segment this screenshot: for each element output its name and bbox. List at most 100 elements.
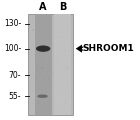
Bar [28, 72, 29, 73]
Polygon shape [76, 45, 82, 53]
Bar [69, 111, 70, 112]
Text: 100-: 100- [4, 44, 21, 53]
Bar [44, 78, 46, 79]
Bar [37, 68, 38, 70]
Bar [35, 112, 36, 113]
Bar [32, 49, 33, 50]
Bar [30, 75, 31, 76]
Bar [38, 56, 39, 57]
Bar [63, 61, 65, 63]
Bar [35, 72, 36, 73]
Bar [40, 63, 41, 65]
Bar [65, 90, 66, 91]
Bar [52, 85, 53, 87]
Bar [68, 67, 69, 69]
Bar [57, 99, 58, 101]
Bar [59, 71, 60, 72]
Bar [41, 89, 43, 90]
Bar [67, 46, 69, 47]
Bar [43, 42, 44, 43]
Bar [29, 87, 30, 88]
Bar [68, 101, 70, 102]
Bar [56, 61, 57, 63]
Bar [70, 28, 71, 30]
Text: 130-: 130- [4, 19, 21, 28]
Bar [41, 67, 43, 69]
Bar [38, 79, 39, 80]
Bar [48, 41, 49, 43]
Bar [41, 65, 42, 66]
Bar [32, 103, 33, 105]
Bar [69, 75, 70, 77]
Bar [32, 29, 34, 31]
Bar [28, 46, 29, 47]
Bar [63, 42, 65, 43]
Bar [35, 14, 52, 115]
Bar [62, 27, 64, 28]
Bar [69, 78, 71, 79]
Bar [64, 109, 65, 111]
Bar [65, 100, 66, 102]
Bar [47, 54, 48, 55]
Bar [55, 40, 56, 42]
Text: B: B [59, 2, 66, 12]
Bar [72, 102, 73, 104]
Bar [70, 67, 71, 68]
Bar [32, 42, 33, 44]
Bar [62, 82, 63, 84]
Bar [61, 108, 63, 109]
Bar [55, 85, 56, 86]
Bar [67, 26, 68, 27]
Bar [41, 62, 42, 64]
Bar [46, 43, 47, 45]
Bar [31, 78, 32, 79]
Bar [52, 82, 53, 83]
Ellipse shape [37, 94, 48, 98]
Bar [45, 107, 46, 109]
Bar [43, 93, 44, 95]
Bar [51, 34, 52, 35]
Bar [57, 21, 58, 22]
Bar [35, 40, 36, 41]
Bar [71, 45, 72, 46]
Ellipse shape [36, 45, 50, 52]
Bar [65, 101, 66, 103]
Bar [71, 86, 73, 88]
Bar [29, 26, 31, 27]
Bar [53, 24, 54, 25]
Bar [38, 47, 39, 48]
Bar [32, 74, 33, 75]
Bar [72, 60, 73, 61]
Bar [58, 32, 60, 33]
Bar [54, 14, 71, 115]
Bar [48, 20, 49, 22]
Bar [68, 49, 69, 50]
Bar [58, 67, 59, 68]
Bar [34, 17, 35, 18]
Bar [52, 97, 53, 99]
Bar [66, 66, 67, 68]
Bar [55, 78, 56, 80]
Bar [44, 65, 45, 66]
Bar [70, 14, 72, 15]
Bar [70, 65, 72, 66]
Bar [53, 81, 54, 82]
Bar [33, 91, 35, 92]
Bar [64, 45, 65, 46]
Bar [68, 94, 70, 95]
Bar [28, 30, 29, 32]
Bar [71, 88, 72, 90]
Bar [36, 39, 37, 41]
Bar [48, 78, 49, 80]
Bar [29, 34, 31, 35]
Bar [64, 65, 65, 66]
Bar [66, 97, 67, 98]
Bar [52, 68, 53, 69]
Bar [54, 19, 55, 20]
Bar [57, 86, 58, 87]
Bar [40, 82, 41, 83]
Bar [46, 49, 47, 50]
Text: 70-: 70- [9, 71, 21, 80]
Bar [69, 17, 70, 18]
Bar [54, 90, 55, 92]
